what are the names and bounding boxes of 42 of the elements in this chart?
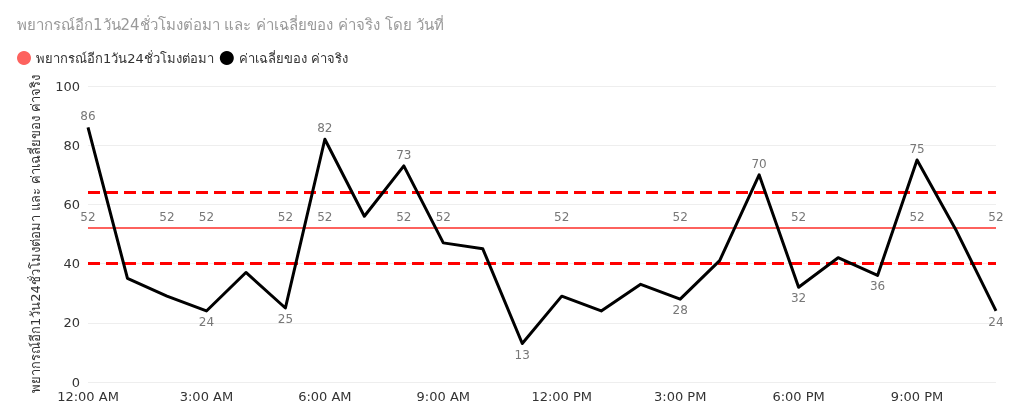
data-label: 36 [869,279,886,294]
x-tick-label: 3:00 PM [653,389,707,404]
data-label: 13 [514,347,530,362]
y-tick-label: 0 [71,374,80,390]
legend-label: ค่าเฉลี่ยของ ค่าจริง [238,49,348,66]
data-label: 52 [159,210,175,225]
x-tick-label: 9:00 AM [416,389,471,404]
y-tick-label: 40 [63,256,80,272]
chart-title: พยากรณ์อีก1วัน24ชั่วโมงต่อมา และ ค่าเฉลี่ยของ ค่าจริง โดย วันที่ [17,13,445,34]
data-label: 52 [435,210,451,225]
x-tick-label: 3:00 AM [179,389,234,404]
x-tick-label: 6:00 PM [772,389,825,404]
data-label: 86 [80,109,96,124]
data-label: 52 [988,210,1004,225]
y-tick-label: 60 [63,196,80,212]
data-label: 52 [672,210,688,225]
x-tick-label: 12:00 AM [57,389,119,404]
y-tick-label: 20 [63,315,80,331]
data-label: 52 [554,210,570,225]
data-label: 25 [277,312,294,326]
data-label: 52 [277,210,294,225]
data-label: 70 [751,156,767,171]
legend-label: พยากรณ์อีก1วัน24ชั่วโมงต่อมา [36,49,214,66]
data-label: 73 [396,147,412,162]
x-tick-label: 12:00 PM [531,389,593,404]
data-label: 24 [198,314,215,329]
data-label: 24 [988,314,1004,329]
data-label: 28 [672,303,688,318]
data-label: 82 [317,121,333,136]
data-label: 52 [317,210,333,225]
data-label: 52 [80,210,96,225]
data-label: 75 [909,142,925,156]
y-axis-title: พยากรณ์อีก1วัน24ชั่วโมงต่อมา และ ค่าเฉลี่ยของ ค่าจริง [27,74,43,394]
data-label: 32 [790,291,807,306]
x-tick-label: 9:00 PM [890,389,944,404]
y-tick-label: 80 [63,137,80,153]
data-label: 52 [790,210,807,225]
y-tick-label: 100 [55,78,80,94]
data-label: 52 [396,210,412,225]
data-label: 52 [198,210,215,225]
data-label: 52 [909,210,925,225]
x-tick-label: 6:00 AM [298,389,352,404]
